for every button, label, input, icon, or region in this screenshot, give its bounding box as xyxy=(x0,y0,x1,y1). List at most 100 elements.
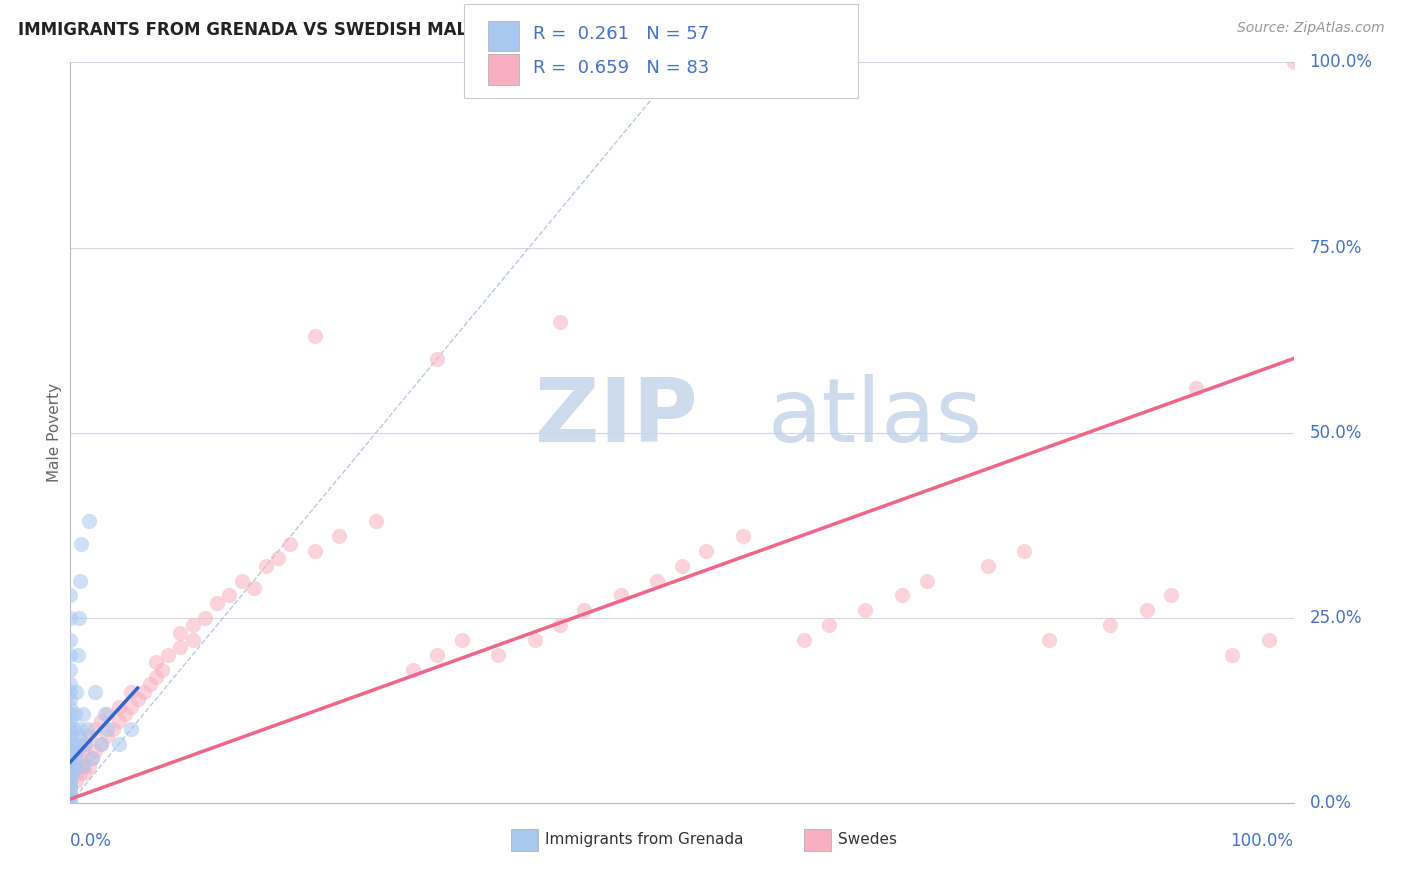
Point xyxy=(69,766,91,780)
Point xyxy=(90,737,112,751)
Text: 0.0%: 0.0% xyxy=(70,832,112,850)
Text: R =  0.261   N = 57: R = 0.261 N = 57 xyxy=(533,25,709,43)
Point xyxy=(59,773,82,788)
Point xyxy=(77,729,100,743)
Point xyxy=(63,758,86,772)
Point xyxy=(59,780,82,795)
Point xyxy=(108,737,131,751)
Point xyxy=(90,714,112,729)
Point xyxy=(610,589,633,603)
Point xyxy=(59,766,82,780)
Point xyxy=(254,558,277,573)
Point xyxy=(93,706,115,721)
Point xyxy=(59,758,82,772)
Text: ZIP: ZIP xyxy=(536,375,697,461)
Point xyxy=(1160,589,1182,603)
Point xyxy=(267,551,290,566)
Point xyxy=(67,610,90,624)
Point xyxy=(59,714,82,729)
Point xyxy=(77,515,100,529)
Point xyxy=(450,632,472,647)
Point xyxy=(59,610,82,624)
Point xyxy=(83,685,105,699)
Text: atlas: atlas xyxy=(768,375,983,461)
Point xyxy=(121,685,143,699)
Point xyxy=(59,677,82,691)
Point xyxy=(402,663,425,677)
FancyBboxPatch shape xyxy=(510,829,537,851)
Point xyxy=(121,699,143,714)
Point xyxy=(328,529,350,543)
Point xyxy=(59,773,82,788)
Point xyxy=(1014,544,1036,558)
Point xyxy=(69,574,91,588)
Point xyxy=(59,766,82,780)
Point xyxy=(127,692,149,706)
Point xyxy=(108,699,131,714)
Point xyxy=(1038,632,1060,647)
Point xyxy=(77,758,100,772)
Text: Source: ZipAtlas.com: Source: ZipAtlas.com xyxy=(1237,21,1385,36)
Point xyxy=(194,610,217,624)
Text: 75.0%: 75.0% xyxy=(1309,238,1362,257)
Text: 50.0%: 50.0% xyxy=(1309,424,1362,442)
Point xyxy=(65,744,87,758)
Point xyxy=(69,722,91,736)
Text: 0.0%: 0.0% xyxy=(1309,794,1351,812)
Point xyxy=(62,737,84,751)
Point xyxy=(59,751,82,765)
Point xyxy=(205,596,228,610)
Point xyxy=(66,737,89,751)
Point xyxy=(695,544,717,558)
Point xyxy=(855,603,877,617)
Point xyxy=(59,751,82,765)
Point xyxy=(59,766,82,780)
Point xyxy=(817,618,839,632)
Point xyxy=(72,706,94,721)
Point xyxy=(83,744,105,758)
Point xyxy=(82,751,104,765)
Point xyxy=(63,722,86,736)
Point xyxy=(647,574,669,588)
Point xyxy=(101,722,124,736)
Text: Immigrants from Grenada: Immigrants from Grenada xyxy=(546,832,744,847)
Text: IMMIGRANTS FROM GRENADA VS SWEDISH MALE POVERTY CORRELATION CHART: IMMIGRANTS FROM GRENADA VS SWEDISH MALE … xyxy=(18,21,775,39)
Point xyxy=(426,351,449,366)
Point xyxy=(572,603,595,617)
Point xyxy=(366,515,388,529)
Point xyxy=(72,758,94,772)
Point xyxy=(73,737,96,751)
Point xyxy=(145,655,167,669)
Point xyxy=(59,663,82,677)
Point xyxy=(181,632,204,647)
Point xyxy=(1184,381,1206,395)
Point xyxy=(548,618,571,632)
Point xyxy=(59,692,82,706)
Point xyxy=(59,773,82,788)
Point xyxy=(132,685,155,699)
Point xyxy=(1099,618,1122,632)
Y-axis label: Male Poverty: Male Poverty xyxy=(46,383,62,483)
Point xyxy=(65,685,87,699)
Point xyxy=(65,773,87,788)
Point xyxy=(231,574,253,588)
Point xyxy=(59,792,82,806)
Point xyxy=(108,714,131,729)
Point xyxy=(73,766,96,780)
Point xyxy=(72,758,94,772)
Point xyxy=(59,780,82,795)
Point xyxy=(59,744,82,758)
Point xyxy=(63,751,86,765)
Point xyxy=(83,722,105,736)
Point xyxy=(1258,632,1281,647)
Point xyxy=(243,581,266,595)
Point xyxy=(548,314,571,328)
Point xyxy=(59,780,82,795)
Point xyxy=(59,737,82,751)
Point xyxy=(733,529,755,543)
Point xyxy=(96,706,118,721)
Point xyxy=(96,729,118,743)
Point xyxy=(59,589,82,603)
Point xyxy=(73,737,96,751)
Point xyxy=(59,758,82,772)
